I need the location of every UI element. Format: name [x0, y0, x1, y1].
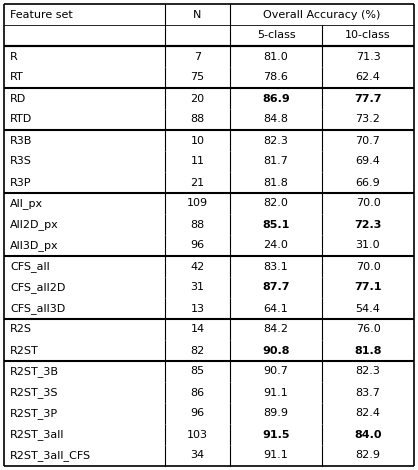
Text: RTD: RTD [10, 115, 32, 125]
Text: 5-class: 5-class [257, 31, 295, 40]
Text: 64.1: 64.1 [264, 304, 288, 313]
Text: 70.0: 70.0 [356, 198, 380, 209]
Text: 96: 96 [191, 408, 204, 418]
Text: 81.7: 81.7 [264, 157, 288, 166]
Text: 20: 20 [191, 94, 204, 103]
Text: 69.4: 69.4 [356, 157, 380, 166]
Text: 85.1: 85.1 [263, 219, 290, 229]
Text: R2ST_3all: R2ST_3all [10, 429, 64, 440]
Text: 83.7: 83.7 [356, 387, 380, 398]
Text: 77.7: 77.7 [354, 94, 382, 103]
Text: 75: 75 [191, 72, 204, 83]
Text: 34: 34 [191, 451, 204, 461]
Text: 81.8: 81.8 [354, 345, 382, 355]
Text: 82.3: 82.3 [356, 367, 380, 376]
Text: R2ST_3P: R2ST_3P [10, 408, 58, 419]
Text: 81.8: 81.8 [264, 178, 288, 188]
Text: 62.4: 62.4 [356, 72, 380, 83]
Text: 82: 82 [190, 345, 205, 355]
Text: R: R [10, 52, 18, 62]
Text: All2D_px: All2D_px [10, 219, 59, 230]
Text: R2ST_3B: R2ST_3B [10, 366, 59, 377]
Text: 85: 85 [191, 367, 204, 376]
Text: 73.2: 73.2 [356, 115, 380, 125]
Text: R3S: R3S [10, 157, 32, 166]
Text: R2ST: R2ST [10, 345, 39, 355]
Text: 91.1: 91.1 [264, 451, 288, 461]
Text: R3P: R3P [10, 178, 31, 188]
Text: 54.4: 54.4 [356, 304, 380, 313]
Text: Overall Accuracy (%): Overall Accuracy (%) [263, 9, 381, 19]
Text: 31: 31 [191, 282, 204, 292]
Text: RT: RT [10, 72, 24, 83]
Text: CFS_all: CFS_all [10, 261, 50, 272]
Text: 13: 13 [191, 304, 204, 313]
Text: 70.7: 70.7 [356, 135, 380, 146]
Text: RD: RD [10, 94, 26, 103]
Text: N: N [193, 9, 202, 19]
Text: R3B: R3B [10, 135, 32, 146]
Text: 70.0: 70.0 [356, 261, 380, 272]
Text: 10-class: 10-class [345, 31, 391, 40]
Text: 91.5: 91.5 [262, 430, 290, 439]
Text: 89.9: 89.9 [263, 408, 288, 418]
Text: 76.0: 76.0 [356, 324, 380, 335]
Text: 82.0: 82.0 [264, 198, 288, 209]
Text: 83.1: 83.1 [264, 261, 288, 272]
Text: CFS_all2D: CFS_all2D [10, 282, 65, 293]
Text: CFS_all3D: CFS_all3D [10, 303, 65, 314]
Text: 103: 103 [187, 430, 208, 439]
Text: 31.0: 31.0 [356, 241, 380, 251]
Text: 7: 7 [194, 52, 201, 62]
Text: 77.1: 77.1 [354, 282, 382, 292]
Text: 90.7: 90.7 [264, 367, 288, 376]
Text: 82.4: 82.4 [355, 408, 380, 418]
Text: Feature set: Feature set [10, 9, 73, 19]
Text: 24.0: 24.0 [264, 241, 288, 251]
Text: 14: 14 [191, 324, 204, 335]
Text: 86.9: 86.9 [262, 94, 290, 103]
Text: 82.3: 82.3 [264, 135, 288, 146]
Text: 109: 109 [187, 198, 208, 209]
Text: 88: 88 [190, 219, 205, 229]
Text: 90.8: 90.8 [262, 345, 290, 355]
Text: 10: 10 [191, 135, 204, 146]
Text: 96: 96 [191, 241, 204, 251]
Text: 88: 88 [190, 115, 205, 125]
Text: 11: 11 [191, 157, 204, 166]
Text: 86: 86 [191, 387, 204, 398]
Text: 78.6: 78.6 [264, 72, 288, 83]
Text: 66.9: 66.9 [356, 178, 380, 188]
Text: 84.0: 84.0 [354, 430, 382, 439]
Text: R2ST_3all_CFS: R2ST_3all_CFS [10, 450, 91, 461]
Text: 84.2: 84.2 [263, 324, 288, 335]
Text: 91.1: 91.1 [264, 387, 288, 398]
Text: All_px: All_px [10, 198, 43, 209]
Text: 87.7: 87.7 [262, 282, 290, 292]
Text: All3D_px: All3D_px [10, 240, 59, 251]
Text: 42: 42 [190, 261, 205, 272]
Text: 81.0: 81.0 [264, 52, 288, 62]
Text: 71.3: 71.3 [356, 52, 380, 62]
Text: 21: 21 [191, 178, 204, 188]
Text: 84.8: 84.8 [263, 115, 288, 125]
Text: 72.3: 72.3 [354, 219, 382, 229]
Text: R2S: R2S [10, 324, 32, 335]
Text: 82.9: 82.9 [355, 451, 380, 461]
Text: R2ST_3S: R2ST_3S [10, 387, 59, 398]
